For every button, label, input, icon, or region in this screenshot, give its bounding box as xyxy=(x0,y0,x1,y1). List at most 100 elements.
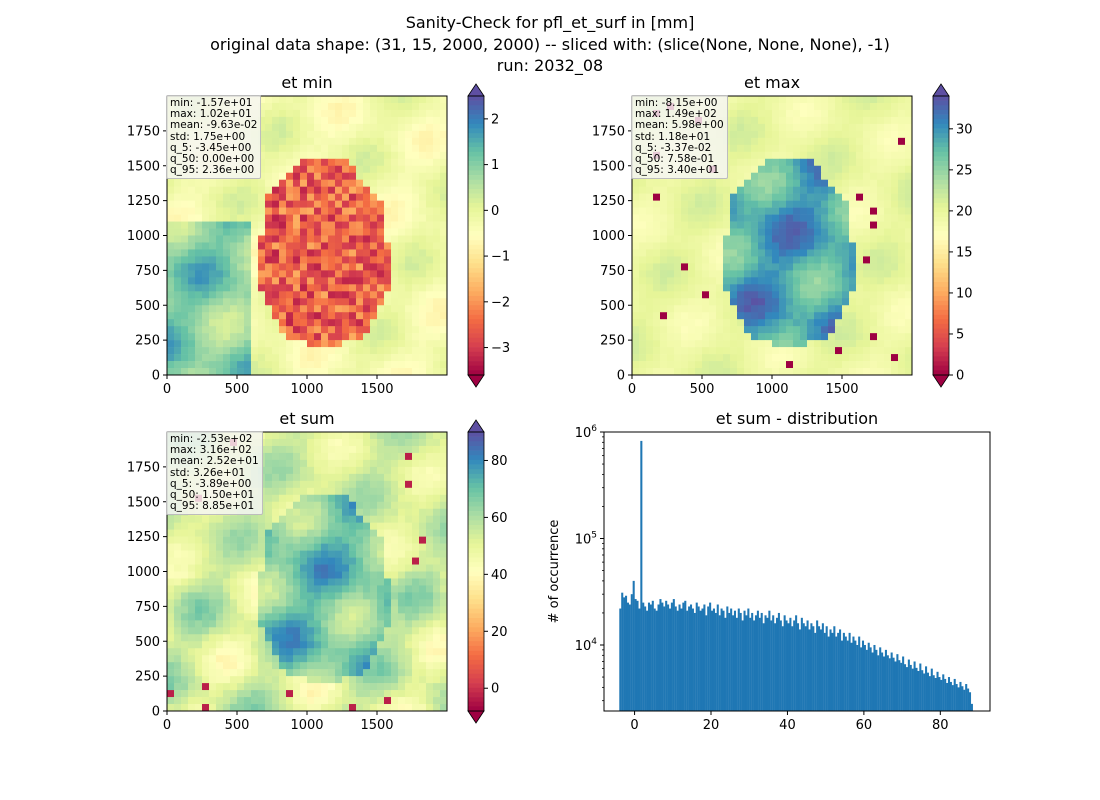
heatmap-cell xyxy=(905,214,913,222)
heatmap-cell xyxy=(674,207,682,215)
heatmap-cell xyxy=(293,326,301,334)
heatmap-cell xyxy=(195,221,203,229)
heatmap-cell xyxy=(814,284,822,292)
heatmap-cell xyxy=(863,235,871,243)
heatmap-cell xyxy=(660,326,668,334)
heatmap-cell xyxy=(286,606,294,614)
heatmap-cell xyxy=(433,221,441,229)
heatmap-cell xyxy=(391,620,399,628)
heatmap-cell xyxy=(828,207,836,215)
y-tick-label: 1000 xyxy=(592,229,625,244)
heatmap-cell xyxy=(258,214,266,222)
heatmap-cell xyxy=(660,333,668,341)
heatmap-cell xyxy=(632,186,640,194)
heatmap-cell xyxy=(891,312,899,320)
heatmap-cell xyxy=(814,96,822,104)
heatmap-cell xyxy=(800,228,808,236)
heatmap-cell xyxy=(744,109,752,118)
heatmap-cell xyxy=(419,557,427,565)
heatmap-cell xyxy=(412,368,420,376)
heatmap-cell xyxy=(391,508,399,516)
heatmap-cell xyxy=(223,522,231,530)
colorbar-segment xyxy=(933,165,949,171)
heatmap-cell xyxy=(695,214,703,222)
heatmap-cell xyxy=(884,193,892,201)
heatmap-cell xyxy=(349,704,357,712)
heatmap-cell xyxy=(765,200,773,208)
heatmap-cell xyxy=(786,144,794,153)
heatmap-cell xyxy=(314,235,322,243)
x-tick-label: 1000 xyxy=(755,382,788,397)
heatmap-cell xyxy=(335,571,343,579)
heatmap-cell xyxy=(321,256,329,264)
heatmap-cell xyxy=(286,452,294,461)
heatmap-cell xyxy=(884,249,892,257)
heatmap-cell xyxy=(223,627,231,635)
heatmap-cell xyxy=(821,291,829,299)
heatmap-cell xyxy=(293,648,301,656)
heatmap-cell xyxy=(265,165,273,174)
heatmap-cell xyxy=(737,277,745,285)
heatmap-cell xyxy=(202,305,210,313)
heatmap-cell xyxy=(363,109,371,118)
heatmap-cell xyxy=(695,270,703,278)
heatmap-cell xyxy=(398,655,406,663)
heatmap-cell xyxy=(793,123,801,132)
heatmap-cell xyxy=(370,298,378,306)
heatmap-cell xyxy=(440,361,448,369)
heatmap-cell xyxy=(307,522,315,530)
heatmap-cell xyxy=(363,669,371,677)
heatmap-cell xyxy=(751,151,759,160)
heatmap-cell xyxy=(898,200,906,208)
heatmap-cell xyxy=(307,704,315,712)
heatmap-cell xyxy=(300,165,308,174)
heatmap-cell xyxy=(174,613,182,621)
heatmap-cell xyxy=(195,578,203,586)
heatmap-cell xyxy=(300,690,308,698)
heatmap-cell xyxy=(849,270,857,278)
heatmap-cell xyxy=(419,432,427,440)
heatmap-cell xyxy=(265,354,273,362)
heatmap-cell xyxy=(814,116,822,125)
heatmap-cell xyxy=(688,221,696,229)
heatmap-cell xyxy=(202,340,210,348)
heatmap-cell xyxy=(391,151,399,160)
colorbar-segment xyxy=(468,184,484,190)
heatmap-cell xyxy=(737,214,745,222)
heatmap-cell xyxy=(300,585,308,593)
heatmap-cell xyxy=(772,102,780,111)
heatmap-cell xyxy=(835,165,843,174)
heatmap-cell xyxy=(870,96,878,104)
x-tick-label: 500 xyxy=(690,382,715,397)
heatmap-cell xyxy=(440,494,448,503)
heatmap-cell xyxy=(377,235,385,243)
heatmap-cell xyxy=(384,473,392,482)
heatmap-cell xyxy=(856,291,864,299)
heatmap-cell xyxy=(891,291,899,299)
heatmap-cell xyxy=(209,340,217,348)
heatmap-cell xyxy=(174,550,182,558)
heatmap-cell xyxy=(646,340,654,348)
heatmap-cell xyxy=(688,186,696,194)
heatmap-cell xyxy=(384,564,392,572)
heatmap-cell xyxy=(321,214,329,222)
heatmap-cell xyxy=(202,627,210,635)
heatmap-cell xyxy=(667,270,675,278)
heatmap-cell xyxy=(779,228,787,236)
heatmap-cell xyxy=(342,634,350,642)
heatmap-cell xyxy=(398,312,406,320)
heatmap-cell xyxy=(230,704,238,712)
heatmap-cell xyxy=(709,277,717,285)
heatmap-cell xyxy=(300,564,308,572)
heatmap-cell xyxy=(265,480,273,489)
heatmap-cell xyxy=(821,312,829,320)
heatmap-cell xyxy=(286,522,294,530)
heatmap-cell xyxy=(300,228,308,236)
heatmap-cell xyxy=(279,284,287,292)
heatmap-cell xyxy=(737,298,745,306)
heatmap-cell xyxy=(646,263,654,271)
heatmap-cell xyxy=(786,277,794,285)
heatmap-cell xyxy=(328,235,336,243)
heatmap-cell xyxy=(758,200,766,208)
heatmap-cell xyxy=(321,172,329,180)
